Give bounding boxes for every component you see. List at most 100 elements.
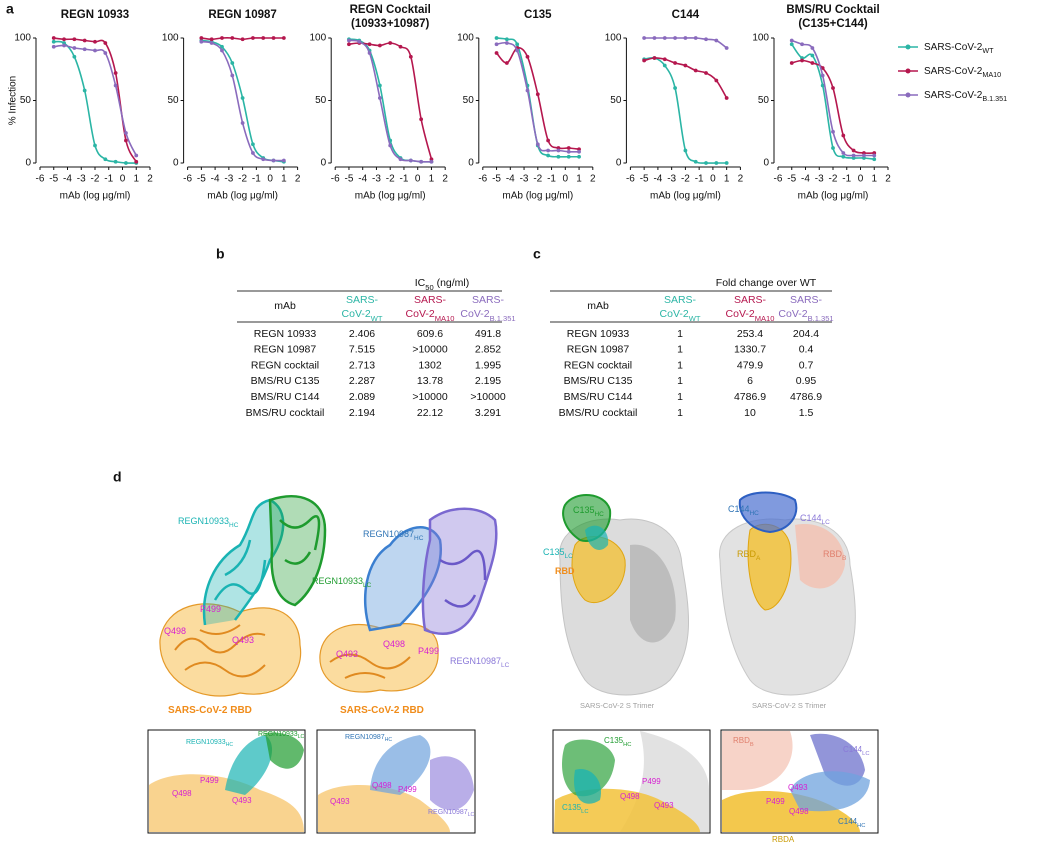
y-tick-label: 0 [321, 158, 327, 169]
structure-label: P499 [642, 777, 661, 786]
legend-label: SARS-CoV-2MA10 [924, 66, 1001, 80]
data-point [683, 63, 688, 68]
subscript: B [842, 555, 846, 562]
data-point [831, 146, 835, 150]
data-point [504, 41, 509, 45]
text-part: REGN10987 [345, 734, 385, 741]
x-tick-label: -2 [386, 174, 395, 185]
data-point [504, 37, 509, 42]
y-tick-label: 0 [25, 158, 31, 169]
y-axis-label: % Infection [8, 76, 19, 125]
x-tick-label: -6 [626, 174, 635, 185]
x-tick-label: -2 [829, 174, 838, 185]
subscript: HC [595, 511, 605, 518]
structure-shape [795, 524, 845, 589]
x-tick-label: -5 [49, 174, 58, 185]
data-point [683, 36, 688, 40]
x-tick-label: -4 [63, 174, 72, 185]
column-header: SARS- [414, 294, 447, 306]
structure-label: Q493 [788, 783, 808, 792]
x-tick-label: -5 [787, 174, 796, 185]
structure-shape [439, 549, 487, 608]
x-tick-label: 1 [281, 174, 287, 185]
column-header: SARS- [790, 294, 823, 306]
x-tick-label: -4 [653, 174, 662, 185]
table-cell: 491.8 [475, 328, 501, 340]
panel-label: b [216, 246, 225, 262]
data-point [251, 151, 255, 155]
data-point [230, 36, 235, 40]
data-point [494, 42, 499, 47]
data-point [556, 148, 561, 153]
text-part: REGN10933 [258, 731, 298, 738]
table-cell: >10000 [412, 391, 447, 403]
x-tick-label: -5 [492, 174, 501, 185]
table-cell: 1 [677, 344, 683, 356]
panel-label: c [533, 246, 541, 262]
text-part: Fold change over WT [716, 277, 817, 289]
x-tick-label: 1 [133, 174, 139, 185]
structure-label: RBD [555, 566, 575, 576]
data-point [820, 73, 825, 78]
data-point [103, 41, 108, 45]
data-point [377, 83, 382, 88]
subscript: HC [623, 742, 631, 748]
x-tick-label: -3 [224, 174, 233, 185]
text-part: Q498 [164, 626, 186, 636]
table-cell: 609.6 [417, 328, 443, 340]
text-part: CoV-2 [460, 308, 489, 320]
table-cell: 253.4 [737, 328, 763, 340]
x-tick-label: 2 [442, 174, 448, 185]
data-point [494, 36, 499, 40]
data-point [113, 159, 118, 164]
data-point [872, 153, 877, 158]
text-part: RBD [823, 549, 843, 559]
fit-curve [791, 43, 875, 161]
data-point [704, 71, 708, 75]
data-point [281, 36, 286, 40]
legend-marker [905, 92, 911, 98]
structure-shape [329, 653, 411, 679]
structure-label: P499 [398, 785, 417, 794]
y-tick-label: 50 [758, 95, 770, 106]
x-tick-label: -1 [104, 174, 113, 185]
structure-label: Q493 [232, 635, 254, 645]
x-tick-label: -6 [774, 174, 783, 185]
x-tick-label: -4 [506, 174, 515, 185]
y-tick-label: 50 [20, 95, 32, 106]
data-point [357, 39, 362, 44]
y-tick-label: 0 [763, 158, 769, 169]
structure-label: Q493 [330, 797, 350, 806]
structure-label: RBDB [733, 736, 754, 747]
subscript: LC [581, 809, 588, 815]
y-tick-label: 50 [167, 95, 179, 106]
structure-label: Q498 [372, 781, 392, 790]
data-point [408, 54, 413, 59]
data-point [800, 58, 804, 63]
data-point [62, 37, 66, 42]
subscript: LC [565, 553, 574, 560]
text-part: CoV-2 [342, 308, 371, 320]
subscript: LC [501, 662, 510, 669]
text-part: SARS-CoV-2 S Trimer [580, 701, 655, 710]
text-part: C144 [728, 504, 750, 514]
data-point [220, 36, 224, 40]
x-tick-label: 2 [738, 174, 744, 185]
table-cell: 1330.7 [734, 344, 766, 356]
text-part: RBD [555, 566, 575, 576]
structure-label: C144LC [800, 513, 830, 526]
subscript: LC [862, 751, 869, 757]
table-cell: 22.12 [417, 407, 443, 419]
structure-shape [265, 732, 304, 769]
data-point [419, 117, 424, 122]
text-part: RBDA [772, 835, 795, 844]
subscript: B [750, 742, 754, 748]
data-point [662, 57, 667, 62]
x-tick-label: 1 [429, 174, 435, 185]
structure-shape [370, 735, 431, 795]
table-cell: REGN 10987 [567, 344, 630, 356]
structure-shape [174, 624, 266, 678]
data-point [220, 48, 224, 53]
legend-label: SARS-CoV-2WT [924, 42, 994, 56]
